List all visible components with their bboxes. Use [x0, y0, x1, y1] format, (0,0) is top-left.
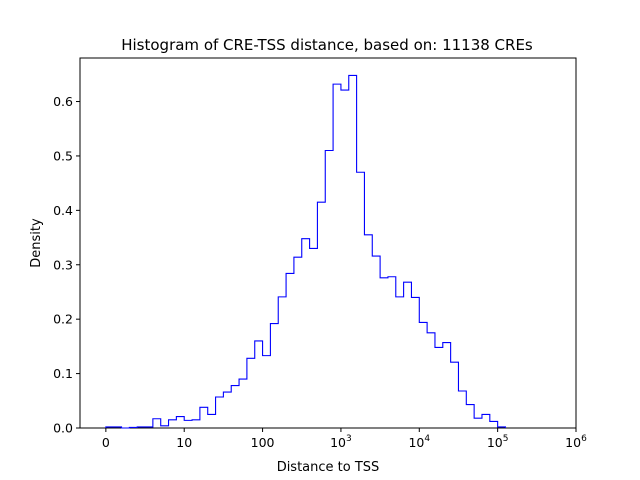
y-axis: 0.0 0.1 0.2 0.3 0.4 0.5 0.6: [53, 94, 80, 436]
y-tick-label: 0.5: [53, 148, 73, 163]
x-tick-label: 100: [251, 435, 275, 450]
x-tick-label: 106: [565, 434, 587, 450]
x-tick-label: 0: [102, 435, 110, 450]
y-tick-label: 0.4: [53, 203, 73, 218]
x-axis-label: Distance to TSS: [277, 460, 380, 475]
plot-frame: [79, 57, 577, 429]
x-axis: 0 10 100 103 104 105 106: [102, 428, 587, 450]
y-tick-label: 0.6: [53, 94, 73, 109]
chart-title: Histogram of CRE-TSS distance, based on:…: [121, 36, 533, 54]
y-tick-label: 0.2: [53, 312, 73, 327]
y-tick-label: 0.0: [53, 421, 73, 436]
y-tick-label: 0.1: [53, 366, 73, 381]
x-tick-label: 103: [330, 434, 352, 450]
x-tick-label: 104: [408, 434, 430, 450]
x-tick-label: 10: [176, 435, 192, 450]
x-tick-label: 105: [487, 434, 509, 450]
y-axis-label: Density: [29, 218, 44, 268]
y-tick-label: 0.3: [53, 257, 73, 272]
histogram-step-line: [105, 74, 507, 429]
